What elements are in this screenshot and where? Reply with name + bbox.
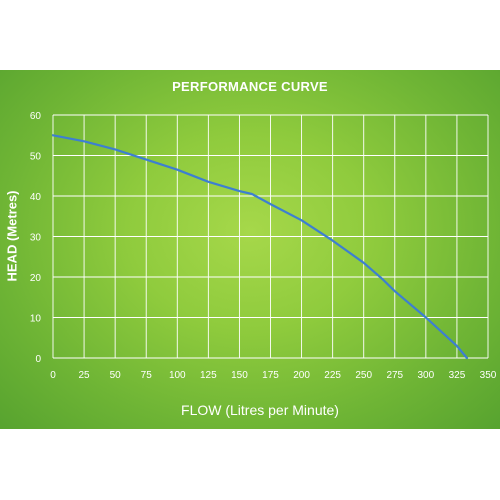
y-tick-label-4: 40	[30, 192, 42, 203]
x-tick-label-14: 350	[480, 370, 497, 381]
y-tick-label-0: 0	[35, 354, 41, 365]
y-tick-label-5: 50	[30, 152, 42, 163]
x-tick-label-5: 125	[200, 370, 217, 381]
x-tick-label-9: 225	[324, 370, 341, 381]
x-tick-label-8: 200	[293, 370, 310, 381]
x-tick-label-11: 275	[386, 370, 403, 381]
x-tick-label-13: 325	[449, 370, 466, 381]
series-line-0	[51, 134, 468, 360]
x-tick-label-7: 175	[262, 370, 279, 381]
x-tick-label-12: 300	[418, 370, 435, 381]
x-tick-label-10: 250	[355, 370, 372, 381]
y-tick-label-3: 30	[30, 233, 42, 244]
x-tick-label-0: 0	[50, 370, 56, 381]
y-tick-label-1: 10	[30, 314, 42, 325]
x-tick-label-3: 75	[141, 370, 153, 381]
y-tick-label-6: 60	[30, 111, 42, 122]
x-tick-label-4: 100	[169, 370, 186, 381]
x-tick-label-6: 150	[231, 370, 248, 381]
chart-title: PERFORMANCE CURVE	[172, 79, 328, 94]
chart-background	[0, 70, 500, 429]
x-tick-label-2: 50	[110, 370, 122, 381]
x-tick-label-1: 25	[79, 370, 91, 381]
x-axis-label: FLOW (Litres per Minute)	[181, 402, 339, 418]
y-tick-label-2: 20	[30, 273, 42, 284]
